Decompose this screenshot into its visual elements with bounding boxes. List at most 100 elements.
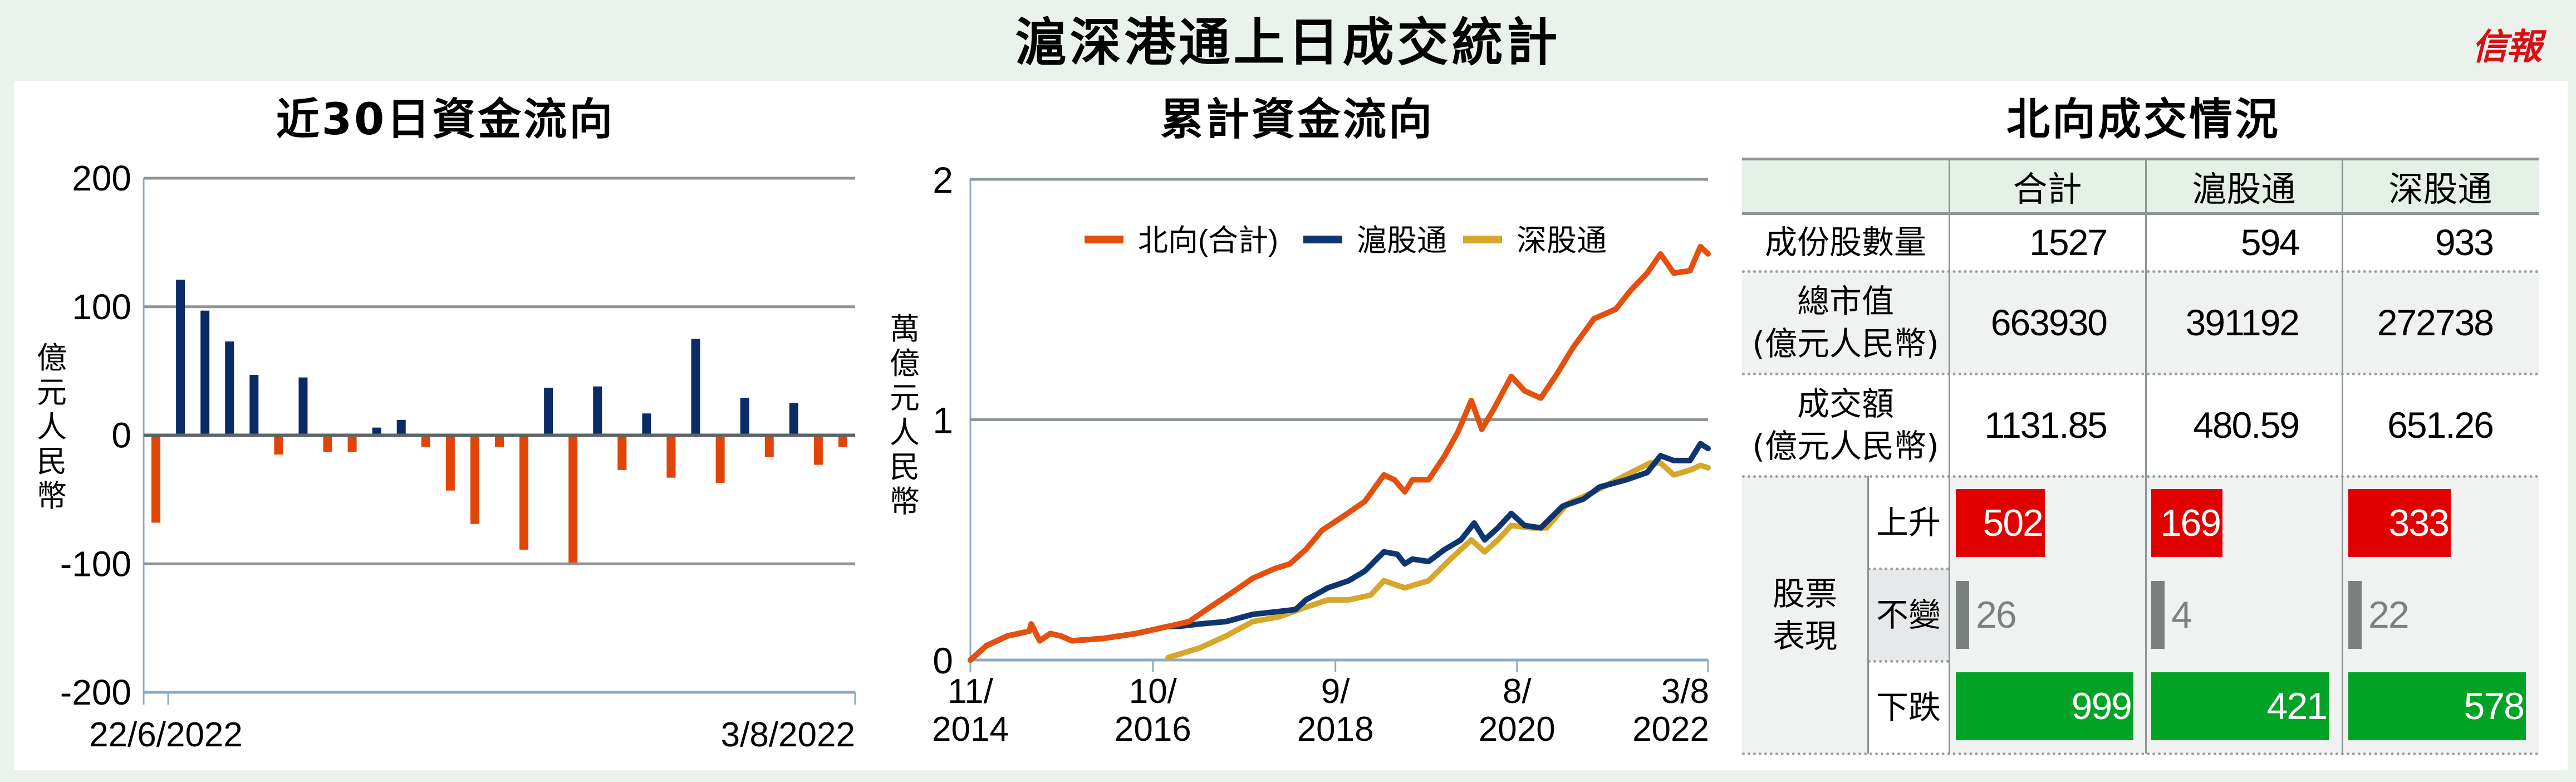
axis-title-char: 萬 [890, 311, 920, 346]
bar-chart-title: 近30日資金流向 [276, 95, 615, 145]
y-tick-label: 0 [111, 416, 131, 456]
x-tick-label-line2: 2022 [1632, 710, 1709, 749]
bar-outflow [617, 435, 627, 470]
x-tick-label-line1: 11/ [948, 672, 993, 711]
row-divider [1742, 475, 2539, 478]
legend-label: 深股通 [1517, 224, 1607, 257]
column-header-total: 合計 [1949, 159, 2146, 213]
table-title: 北向成交情況 [2006, 95, 2280, 145]
line-chart-y-axis-title: 萬億元人民幣 [885, 312, 924, 519]
legend-label: 北向(合計) [1138, 224, 1278, 257]
hkej-logo: 信報 [2472, 26, 2542, 68]
x-tick-label-line2: 2016 [1115, 710, 1191, 749]
row-label-text: 成份股數量 [1764, 223, 1926, 261]
series-line-shanghai [968, 441, 1711, 663]
row-label-constituents: 成份股數量 [1742, 213, 1949, 271]
table-cell: 594 [2240, 222, 2300, 263]
axis-title-char: 人 [37, 409, 67, 444]
series-line-north_total [968, 243, 1711, 663]
bar-chart: 200 100 0 -100 -200 22/6/2022 3/8/2022 [60, 158, 856, 754]
y-tick-label: 0 [933, 640, 953, 681]
series-line-shenzhen [1165, 460, 1711, 661]
axis-title-char: 民 [890, 449, 920, 485]
row-bg [1742, 271, 2539, 374]
row-divider [1742, 270, 2539, 273]
axis-title-char: 億 [37, 340, 67, 375]
axis-title-char: 億 [890, 346, 920, 381]
axis-title-char: 幣 [890, 484, 920, 519]
axis-title-char: 元 [890, 380, 920, 416]
sub-row-divider [1868, 660, 1949, 663]
up-bar: 502 [1956, 489, 2045, 557]
bar-outflow [568, 435, 578, 563]
sub-label-bg [1868, 476, 1949, 569]
column-header-shanghai: 滬股通 [2146, 159, 2342, 213]
row-label-turnover: 成交額 (億元人民幣) [1742, 374, 1949, 476]
bar-outflow [274, 435, 283, 455]
bar-inflow [593, 386, 602, 436]
table-cell: 1527 [2029, 222, 2108, 263]
y-tick-label: -100 [60, 544, 131, 584]
sub-row-divider [1868, 568, 1949, 570]
axis-title-char: 民 [37, 444, 67, 479]
legend-label: 滬股通 [1357, 224, 1447, 257]
row-label-unit: (億元人民幣) [1752, 427, 1939, 465]
down-bar: 578 [2348, 672, 2526, 740]
performance-label: 股票 表現 [1742, 476, 1868, 754]
bar-inflow [691, 339, 700, 436]
x-start-label: 22/6/2022 [89, 716, 243, 754]
bar-inflow [396, 419, 406, 436]
bar-inflow [544, 388, 553, 436]
bar-outflow [715, 435, 725, 483]
table-cell: 272738 [2377, 302, 2494, 343]
table-cell: 651.26 [2387, 404, 2494, 446]
row-label-market-cap: 總市值 (億元人民幣) [1742, 271, 1949, 374]
x-tick-label-line1: 3/8 [1661, 672, 1709, 711]
bar-inflow [298, 377, 308, 436]
flat-bar [2348, 581, 2362, 649]
x-end-label: 3/8/2022 [721, 716, 855, 754]
table-cell: 1131.85 [1984, 404, 2108, 446]
column-header-shenzhen: 深股通 [2342, 159, 2539, 213]
sub-label-down: 下跌 [1876, 688, 1941, 726]
line-chart-title: 累計資金流向 [1160, 95, 1434, 145]
x-tick-label-line2: 2018 [1297, 710, 1374, 749]
northbound-table: 合計 滬股通 深股通 成份股數量 1527 594 933 總市值 (億元人民幣… [1742, 158, 2539, 755]
column-divider [1949, 159, 1950, 754]
bar-outflow [666, 435, 676, 478]
bar-outflow [838, 435, 847, 447]
bar-outflow [323, 435, 332, 452]
header-bottom-border [1742, 212, 2539, 215]
flat-bar [2151, 581, 2165, 649]
row-label-text: 總市值 [1797, 282, 1894, 320]
bar-chart-y-axis-title: 億元人民幣 [32, 341, 71, 514]
y-tick-label: 1 [933, 400, 953, 441]
sub-label-bg [1868, 569, 1949, 661]
y-tick-label: 2 [933, 159, 953, 201]
bar-inflow [200, 310, 210, 436]
x-tick-label-line2: 2014 [932, 710, 1009, 749]
column-divider [2342, 159, 2343, 754]
performance-label-line1: 股票 [1772, 575, 1837, 613]
flat-count: 22 [2368, 594, 2410, 636]
bar-inflow [372, 427, 381, 436]
table-cell: 391192 [2185, 302, 2300, 343]
bar-outflow [813, 435, 823, 465]
bar-inflow [225, 341, 234, 436]
bar-outflow [445, 435, 455, 491]
sub-label-bg [1868, 661, 1949, 754]
bar-outflow [421, 435, 430, 447]
page-title: 滬深港通上日成交統計 [1015, 13, 1561, 72]
table-top-border [1742, 158, 2539, 160]
flat-count: 4 [2171, 594, 2192, 636]
x-tick-label-line1: 8/ [1503, 672, 1532, 711]
x-tick-label-line1: 9/ [1321, 672, 1350, 711]
table-cell: 663930 [1990, 302, 2108, 343]
flat-bar [1956, 581, 1969, 649]
row-label-text: 成交額 [1797, 385, 1894, 423]
bar-outflow [470, 435, 479, 524]
y-tick-label: 200 [72, 158, 131, 198]
bar-inflow [249, 375, 259, 436]
flat-count: 26 [1976, 594, 2017, 636]
bar-inflow [176, 280, 185, 436]
